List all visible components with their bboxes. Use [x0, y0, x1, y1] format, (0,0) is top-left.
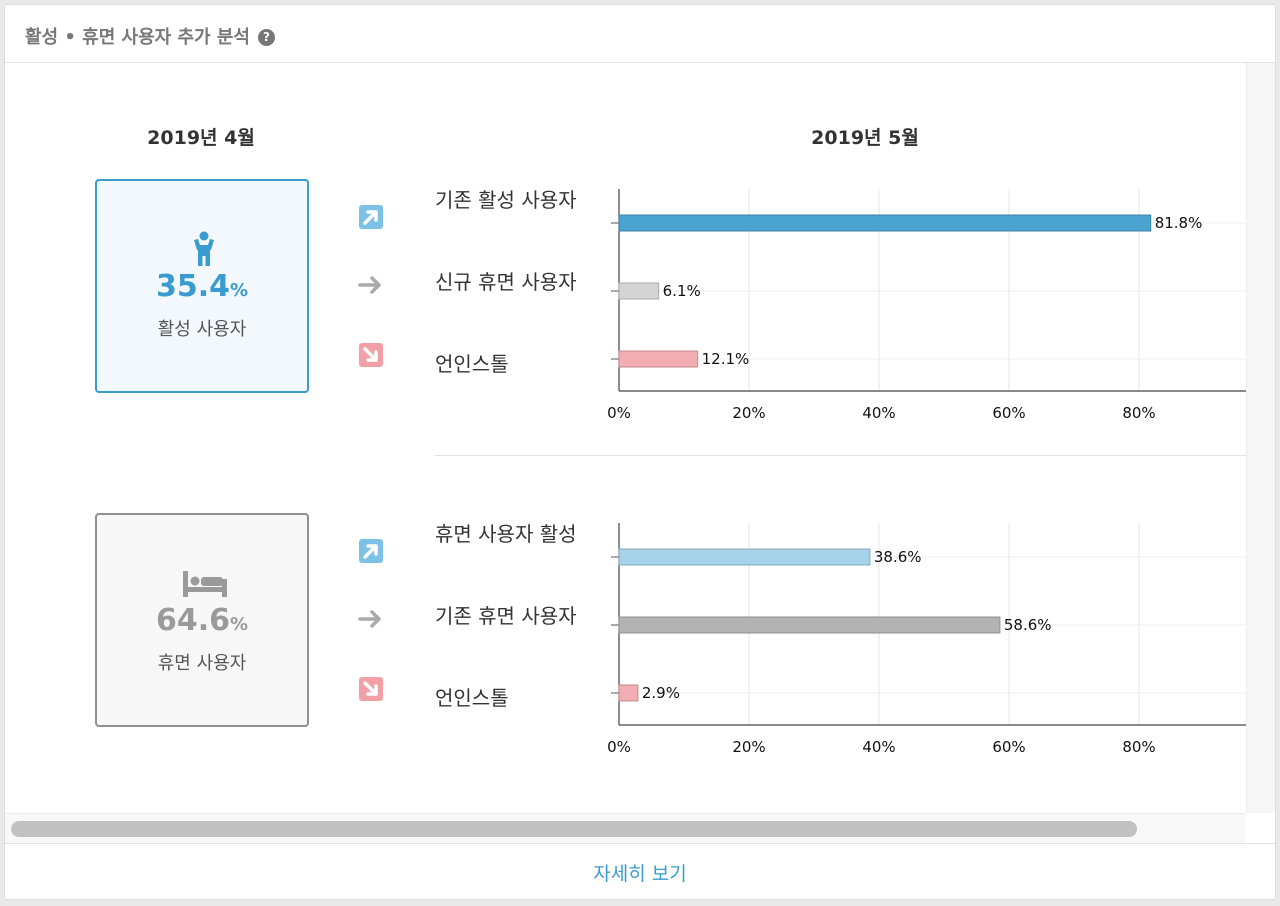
- question-circle-icon[interactable]: ?: [258, 29, 275, 46]
- bar[interactable]: [618, 684, 639, 702]
- active-users-box: 35.4% 활성 사용자: [95, 179, 309, 393]
- bar-value-label: 6.1%: [663, 282, 701, 300]
- person-icon: [97, 231, 307, 267]
- vertical-scrollbar[interactable]: [1246, 63, 1275, 813]
- bar[interactable]: [618, 350, 699, 368]
- bar[interactable]: [618, 282, 660, 300]
- section-divider: [435, 455, 1246, 456]
- arrow-right-icon: [358, 610, 381, 628]
- bar[interactable]: [618, 548, 871, 566]
- panel-title-wrap: 활성 • 휴면 사용자 추가 분석?: [25, 23, 275, 49]
- dormant-transition-chart: 38.6% 58.6% 2.9% 0% 20% 40% 60% 80%: [607, 523, 1246, 756]
- bar[interactable]: [618, 214, 1152, 232]
- arrow-down-right-icon: [359, 343, 383, 367]
- x-tick-label: 20%: [732, 404, 765, 422]
- bar[interactable]: [618, 616, 1001, 634]
- x-tick-label: 40%: [862, 738, 895, 756]
- dormant-users-box: 64.6% 휴면 사용자: [95, 513, 309, 727]
- row-label-uninstall: 언인스톨: [435, 686, 509, 710]
- bar-value-label: 12.1%: [702, 350, 750, 368]
- x-tick-label: 20%: [732, 738, 765, 756]
- arrow-down-right-icon: [359, 677, 383, 701]
- bar-value-label: 58.6%: [1004, 616, 1052, 634]
- x-tick-label: 60%: [992, 404, 1025, 422]
- active-users-label: 활성 사용자: [157, 319, 247, 340]
- row-label-new-dormant: 신규 휴면 사용자: [435, 270, 577, 294]
- bed-icon: [97, 565, 307, 601]
- horizontal-scrollbar-thumb[interactable]: [11, 821, 1137, 837]
- x-tick-label: 40%: [862, 404, 895, 422]
- bar-value-label: 2.9%: [642, 684, 680, 702]
- row-label-existing-dormant: 기존 휴면 사용자: [435, 604, 577, 628]
- analysis-panel: 활성 • 휴면 사용자 추가 분석? 2019년 4월 2019년 5월 35.…: [4, 4, 1276, 900]
- dormant-users-value: 64.6%: [155, 603, 249, 638]
- bar-value-label: 81.8%: [1155, 214, 1203, 232]
- dormant-users-label: 휴면 사용자: [157, 653, 247, 674]
- active-transition-chart: 81.8% 6.1% 12.1% 0% 20% 40% 60% 80%: [607, 189, 1246, 422]
- x-tick-label: 0%: [607, 404, 631, 422]
- x-tick-label: 0%: [607, 738, 631, 756]
- detail-link[interactable]: 자세히 보기: [593, 863, 687, 885]
- arrow-right-icon: [358, 276, 381, 294]
- x-tick-label: 60%: [992, 738, 1025, 756]
- x-tick-label: 80%: [1122, 404, 1155, 422]
- row-label-uninstall: 언인스톨: [435, 352, 509, 376]
- arrow-up-right-icon: [359, 205, 383, 229]
- x-tick-label: 80%: [1122, 738, 1155, 756]
- active-users-value: 35.4%: [155, 269, 249, 304]
- left-month-title: 2019년 4월: [147, 127, 255, 149]
- panel-header: 활성 • 휴면 사용자 추가 분석?: [5, 5, 1275, 63]
- arrow-up-right-icon: [359, 539, 383, 563]
- row-label-dormant-reactivated: 휴면 사용자 활성: [435, 522, 577, 546]
- right-month-title: 2019년 5월: [811, 127, 919, 149]
- panel-footer: 자세히 보기: [5, 843, 1275, 899]
- horizontal-scrollbar[interactable]: [5, 813, 1246, 843]
- row-label-existing-active: 기존 활성 사용자: [435, 188, 577, 212]
- panel-title: 활성 • 휴면 사용자 추가 분석: [25, 27, 250, 48]
- bar-value-label: 38.6%: [874, 548, 922, 566]
- analysis-content: 2019년 4월 2019년 5월 35.4% 활성 사용자: [5, 63, 1246, 813]
